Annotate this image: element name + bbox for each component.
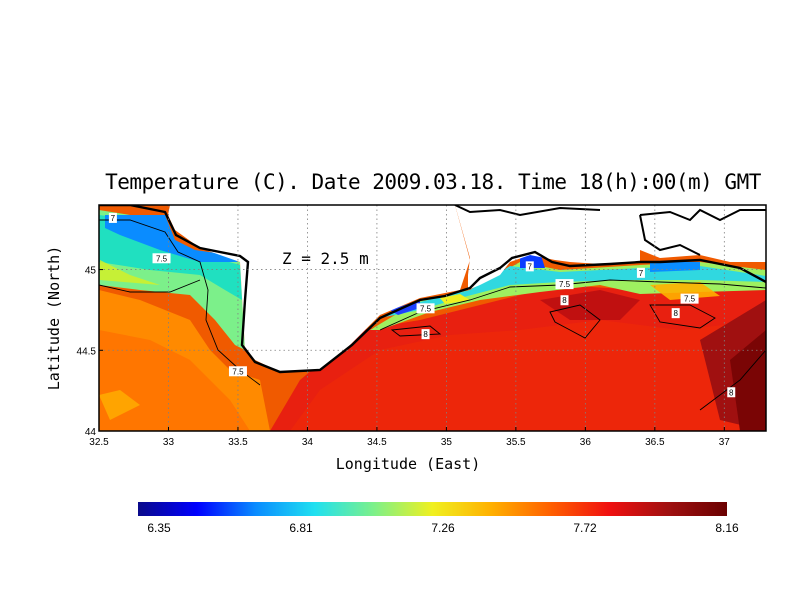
contour-label: 7.5 (684, 295, 696, 304)
contour-label-bg (228, 366, 247, 377)
grid-lines (99, 205, 766, 431)
colorbar-tick-label: 7.26 (431, 521, 455, 535)
colorbar-tick-label: 6.81 (289, 521, 313, 535)
contour-label: 8 (562, 296, 567, 305)
x-tick-label: 34.5 (367, 437, 387, 448)
contour-label: 8 (729, 388, 734, 397)
contour-labels: 7 7.5 7.5 7.5 8 7 7.5 8 7 7.5 8 8 (108, 212, 736, 398)
contour-label: 7 (528, 262, 533, 271)
isotherm-8-b (549, 304, 601, 339)
contour-label-bg (636, 267, 645, 278)
y-axis-ticks: 44 44.5 45 (77, 266, 103, 438)
contour-label-bg (108, 212, 117, 223)
contour-label: 7.5 (559, 280, 571, 289)
x-tick-label: 36.5 (645, 437, 665, 448)
x-axis-label: Longitude (East) (336, 455, 481, 473)
map-title: Temperature (C). Date 2009.03.18. Time 1… (105, 170, 761, 194)
contour-label-bg (152, 253, 171, 264)
isotherm-8-d (699, 349, 766, 411)
colorbar (138, 502, 727, 516)
contour-label: 7.5 (420, 304, 432, 313)
x-tick-label: 34 (302, 437, 314, 448)
contour-label: 7.5 (232, 367, 244, 376)
coastline-north (454, 205, 601, 217)
depth-label: Z = 2.5 m (282, 249, 369, 268)
colorbar-tick-labels: 6.35 6.81 7.26 7.72 8.16 (147, 521, 739, 535)
contour-label: 7 (111, 214, 116, 223)
contour-label-bg (680, 293, 699, 304)
contour-label-bg (560, 295, 569, 306)
x-tick-label: 35 (441, 437, 453, 448)
contour-label-bg (555, 279, 574, 290)
x-tick-label: 35.5 (506, 437, 526, 448)
contour-label: 8 (673, 309, 678, 318)
y-tick-label: 44.5 (77, 346, 97, 357)
colorbar-tick-label: 8.16 (715, 521, 739, 535)
crimea-land (168, 205, 470, 372)
plot-frame (98, 204, 767, 432)
contour-label-bg (727, 387, 736, 398)
contour-label: 7.5 (156, 254, 168, 263)
x-axis-ticks: 32.5 33 33.5 34 34.5 35 35.5 36 36.5 37 (89, 427, 730, 448)
y-tick-label: 45 (85, 266, 97, 277)
contour-label-bg (671, 308, 680, 319)
isotherm-8-a (390, 325, 442, 337)
colorbar-tick-label: 6.35 (147, 521, 171, 535)
x-tick-label: 32.5 (89, 437, 109, 448)
y-tick-label: 44 (85, 427, 97, 438)
contour-label: 8 (423, 330, 428, 339)
x-tick-label: 33.5 (228, 437, 248, 448)
plot-area (99, 205, 766, 431)
y-axis-label: Latitude (North) (45, 246, 63, 391)
x-tick-label: 37 (719, 437, 731, 448)
contour-label-bg (416, 303, 435, 314)
coastline (99, 205, 766, 374)
contour-label: 7 (639, 269, 644, 278)
isotherm-7.5-west (99, 219, 261, 386)
x-tick-label: 33 (163, 437, 175, 448)
x-tick-label: 36 (580, 437, 592, 448)
contour-label-bg (421, 329, 430, 340)
isotherm-8-c (649, 304, 716, 329)
colorbar-tick-label: 7.72 (573, 521, 597, 535)
contour-label-bg (525, 261, 534, 272)
